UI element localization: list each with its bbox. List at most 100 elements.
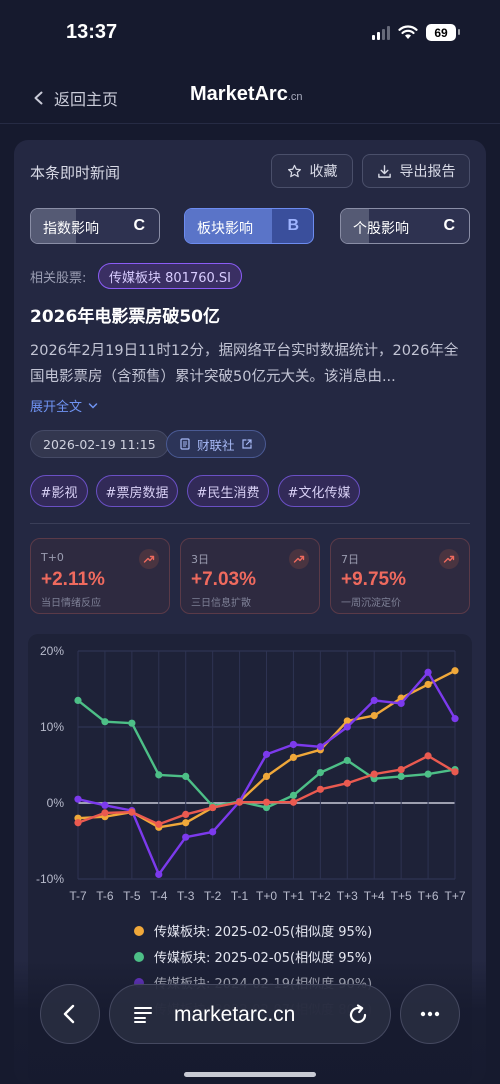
data-point — [209, 803, 217, 812]
reader-mode-icon[interactable] — [132, 1004, 154, 1026]
y-tick-label: -10% — [36, 872, 64, 886]
more-options-button[interactable] — [400, 984, 460, 1044]
export-report-button[interactable]: 导出报告 — [362, 154, 470, 188]
tag-item[interactable]: #文化传媒 — [278, 475, 360, 507]
chevron-left-icon — [34, 91, 43, 105]
back-home-link[interactable]: 返回主页 — [32, 86, 118, 110]
data-point — [262, 772, 271, 780]
stat-value: +7.03% — [191, 569, 256, 590]
expand-label: 展开全文 — [30, 400, 83, 415]
sector-impact-button[interactable]: 板块影响 B — [184, 208, 314, 244]
data-point — [155, 870, 163, 879]
data-point — [128, 808, 136, 816]
browser-back-button[interactable] — [40, 984, 100, 1044]
status-bar: 13:37 69 — [0, 0, 500, 66]
data-point — [182, 833, 190, 841]
data-point — [424, 668, 432, 676]
data-point — [316, 743, 324, 751]
impact-level-fill — [341, 209, 370, 243]
data-point — [397, 772, 405, 780]
chevron-left-icon — [63, 1004, 75, 1024]
x-tick-label: T+4 — [364, 889, 385, 903]
brand-suffix: .cn — [287, 91, 303, 103]
data-point — [155, 820, 163, 828]
section-divider — [30, 523, 470, 524]
x-tick-label: T+3 — [337, 889, 358, 903]
data-point — [74, 696, 82, 704]
star-icon — [287, 164, 301, 177]
favorite-button[interactable]: 收藏 — [271, 154, 353, 188]
related-stocks-label: 相关股票: — [30, 271, 87, 286]
source-link[interactable]: 财联社 — [166, 430, 266, 458]
download-icon — [377, 164, 391, 178]
y-tick-label: 10% — [40, 720, 64, 734]
address-bar[interactable]: marketarc.cn — [109, 984, 391, 1044]
stat-card-t0: T+0 +2.11% 当日情绪反应 — [30, 538, 170, 614]
status-icons: 69 — [372, 24, 460, 41]
related-stock-pill[interactable]: 传媒板块 801760.SI — [98, 263, 242, 289]
publish-time: 2026-02-19 11:15 — [30, 430, 169, 458]
data-point — [101, 718, 109, 726]
news-body: 2026年2月19日11时12分，据网络平台实时数据统计，2026年全国电影票房… — [30, 343, 459, 385]
brand-logo[interactable]: MarketArc.cn — [190, 83, 303, 106]
x-tick-label: T-4 — [150, 889, 168, 903]
data-point — [316, 769, 324, 777]
legend-label: 传媒板块: 2025-02-05(相似度 95%) — [154, 925, 373, 940]
card-title: 本条即时新闻 — [30, 164, 121, 182]
back-home-label: 返回主页 — [54, 90, 119, 109]
data-point — [289, 753, 298, 761]
news-card: 本条即时新闻 收藏 导出报告 指数影响 C 板块影响 B 个股影响 C 相关股票… — [14, 140, 486, 1084]
data-point — [451, 667, 459, 675]
data-point — [370, 712, 378, 720]
legend-swatch — [134, 925, 144, 936]
legend-swatch — [134, 951, 144, 962]
x-tick-label: T-7 — [69, 889, 87, 903]
stock-impact-button[interactable]: 个股影响 C — [340, 208, 470, 244]
data-point — [262, 803, 271, 812]
data-point — [343, 779, 351, 787]
tag-item[interactable]: #票房数据 — [96, 475, 178, 507]
news-headline: 2026年电影票房破50亿 — [30, 307, 220, 327]
stat-label: 7日 — [341, 553, 359, 566]
more-dots-icon — [420, 1011, 440, 1017]
stat-card-7d: 7日 +9.75% 一周沉淀定价 — [330, 538, 470, 614]
data-point — [235, 798, 244, 806]
impact-grade: B — [287, 217, 299, 234]
data-point — [424, 770, 432, 778]
x-tick-label: T+0 — [256, 889, 277, 903]
data-point — [101, 801, 109, 809]
impact-grade: C — [133, 217, 145, 234]
stat-desc: 三日信息扩散 — [191, 598, 251, 609]
battery-indicator: 69 — [426, 24, 460, 41]
stat-desc: 当日情绪反应 — [41, 598, 101, 609]
signal-icon — [372, 25, 390, 40]
data-point — [128, 719, 136, 727]
data-point — [289, 740, 298, 749]
impact-level-fill — [185, 209, 273, 243]
url-text: marketarc.cn — [174, 1003, 296, 1026]
data-point — [289, 798, 298, 806]
data-point — [316, 785, 324, 793]
impact-level-fill — [31, 209, 76, 243]
index-impact-button[interactable]: 指数影响 C — [30, 208, 160, 244]
export-report-label: 导出报告 — [399, 164, 456, 180]
reload-icon[interactable] — [346, 1003, 370, 1027]
x-tick-label: T-2 — [204, 889, 222, 903]
trend-up-icon — [439, 549, 459, 569]
favorite-label: 收藏 — [309, 164, 338, 180]
x-tick-label: T-3 — [177, 889, 195, 903]
legend-item[interactable]: 传媒板块: 2025-02-05(相似度 95%) — [134, 921, 474, 940]
data-point — [209, 828, 217, 836]
tag-item[interactable]: #影视 — [30, 475, 88, 507]
data-point — [343, 717, 351, 725]
impact-label: 个股影响 — [353, 221, 409, 237]
x-tick-label: T+7 — [444, 889, 465, 903]
chevron-down-icon — [88, 402, 98, 409]
document-icon — [180, 438, 190, 450]
trend-up-icon — [139, 549, 159, 569]
tag-item[interactable]: #民生消费 — [187, 475, 269, 507]
expand-full-text-link[interactable]: 展开全文 — [30, 396, 98, 415]
x-tick-label: T+2 — [310, 889, 331, 903]
data-point — [182, 772, 190, 780]
data-point — [262, 798, 271, 806]
